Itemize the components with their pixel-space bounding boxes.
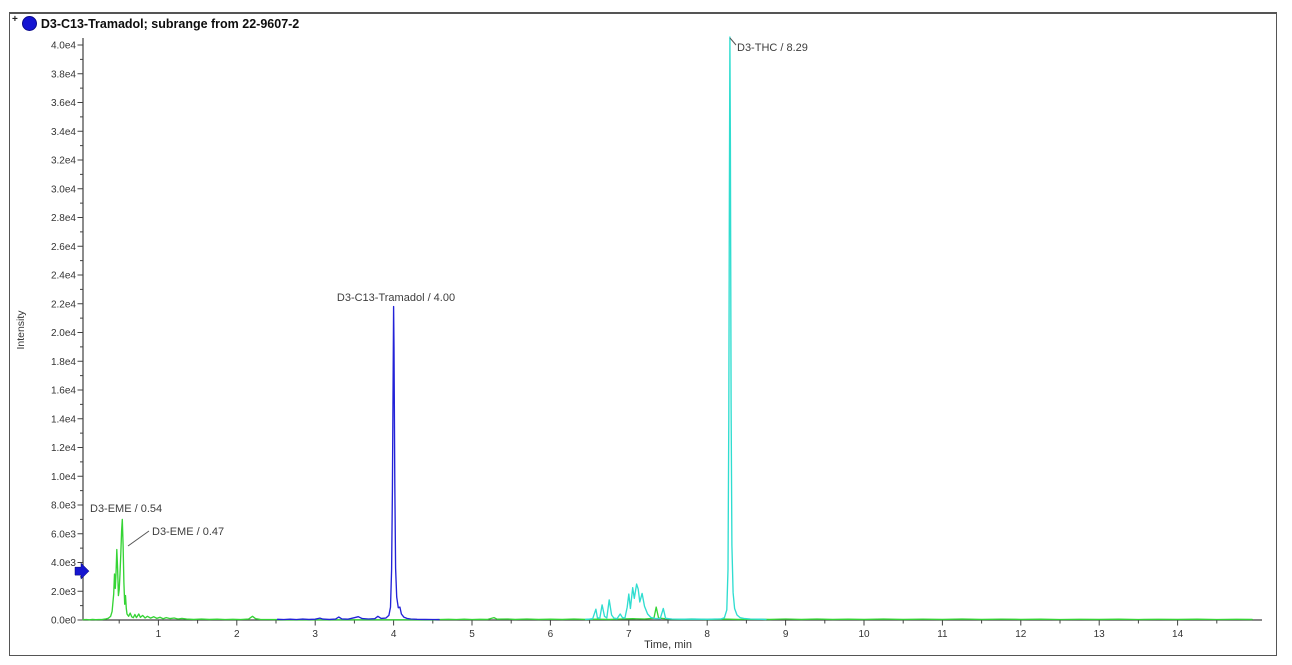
x-tick-label: 8	[704, 629, 710, 640]
x-tick-label: 7	[626, 629, 632, 640]
x-tick-label: 10	[858, 629, 870, 640]
y-tick-label: 1.0e4	[51, 472, 76, 483]
y-tick-label: 1.4e4	[51, 414, 76, 425]
x-tick-label: 14	[1172, 629, 1184, 640]
y-tick-label: 3.0e4	[51, 184, 76, 195]
trace-legend-dot-icon	[21, 16, 37, 31]
x-tick-label: 11	[937, 629, 948, 640]
peak-label-leader	[729, 37, 737, 46]
x-axis-title: Time, min	[644, 639, 692, 651]
y-tick-label: 3.2e4	[51, 156, 76, 167]
y-tick-label: 0.0e0	[51, 616, 76, 627]
peak-label: D3-EME / 0.54	[90, 503, 162, 515]
peak-label: D3-THC / 8.29	[737, 42, 808, 54]
y-tick-label: 8.0e3	[51, 501, 76, 512]
trace-D3-C13-Tramadol[interactable]	[276, 305, 440, 621]
expander-plus-icon[interactable]: +	[12, 13, 18, 25]
axis-cursor-arrow[interactable]	[74, 562, 90, 580]
chart-frame	[9, 12, 1277, 656]
peak-label-leader	[127, 530, 150, 547]
y-tick-label: 1.8e4	[51, 357, 76, 368]
y-tick-label: 2.0e4	[51, 328, 76, 339]
y-tick-label: 1.6e4	[51, 386, 76, 397]
trace-D3-EME[interactable]	[82, 518, 1253, 621]
y-tick-label: 2.6e4	[51, 242, 76, 253]
y-tick-label: 2.0e3	[51, 587, 76, 598]
pane-header: + D3-C13-Tramadol; subrange from 22-9607…	[12, 13, 300, 31]
y-tick-label: 2.2e4	[51, 299, 76, 310]
y-tick-label: 4.0e3	[51, 558, 76, 569]
y-tick-label: 3.4e4	[51, 127, 76, 138]
x-tick-label: 2	[234, 629, 240, 640]
x-tick-label: 4	[391, 629, 397, 640]
y-tick-label: 1.2e4	[51, 443, 76, 454]
y-tick-label: 2.4e4	[51, 271, 76, 282]
x-tick-label: 13	[1094, 629, 1106, 640]
y-tick-label: 2.8e4	[51, 213, 76, 224]
x-tick-label: 3	[312, 629, 318, 640]
y-tick-label: 3.6e4	[51, 98, 76, 109]
x-tick-label: 1	[156, 629, 162, 640]
y-tick-label: 3.8e4	[51, 69, 76, 80]
pane-title: D3-C13-Tramadol; subrange from 22-9607-2	[40, 16, 300, 31]
peak-label: D3-EME / 0.47	[152, 526, 224, 538]
trace-D3-THC[interactable]	[585, 36, 767, 621]
peak-label: D3-C13-Tramadol / 4.00	[337, 292, 455, 304]
x-tick-label: 5	[469, 629, 475, 640]
y-tick-label: 6.0e3	[51, 529, 76, 540]
x-tick-label: 9	[783, 629, 789, 640]
x-tick-label: 6	[548, 629, 554, 640]
x-tick-label: 12	[1015, 629, 1027, 640]
y-tick-label: 4.0e4	[51, 41, 76, 52]
